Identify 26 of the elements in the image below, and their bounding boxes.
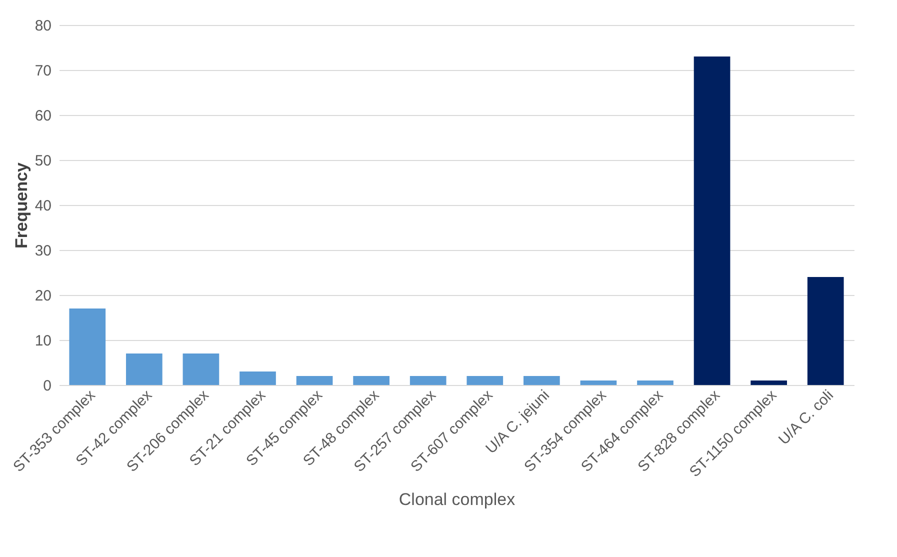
y-tick-label: 0 xyxy=(43,378,52,394)
bar xyxy=(694,56,730,385)
bar xyxy=(126,354,162,385)
y-tick-label: 10 xyxy=(34,332,52,350)
x-tick-label: U/A C. coli xyxy=(775,386,837,448)
bar xyxy=(296,376,333,385)
bar xyxy=(637,380,674,385)
x-axis-title: Clonal complex xyxy=(398,490,516,509)
y-tick-label: 40 xyxy=(34,198,52,214)
bar xyxy=(240,372,276,385)
y-axis-title: Frequency xyxy=(12,162,31,248)
bar xyxy=(410,376,446,385)
y-tick-label: 30 xyxy=(34,242,52,260)
y-tick-label: 70 xyxy=(34,62,52,80)
bar xyxy=(353,376,390,385)
bar xyxy=(182,354,220,385)
y-tick-label: 80 xyxy=(34,18,52,34)
bar xyxy=(524,376,560,385)
bar xyxy=(750,380,787,385)
bar xyxy=(69,308,106,385)
y-tick-label: 60 xyxy=(34,108,52,124)
bar xyxy=(466,376,504,385)
y-tick-label: 20 xyxy=(34,288,52,304)
bar xyxy=(580,380,617,385)
y-tick-label: 50 xyxy=(34,152,52,170)
bar xyxy=(807,277,844,385)
